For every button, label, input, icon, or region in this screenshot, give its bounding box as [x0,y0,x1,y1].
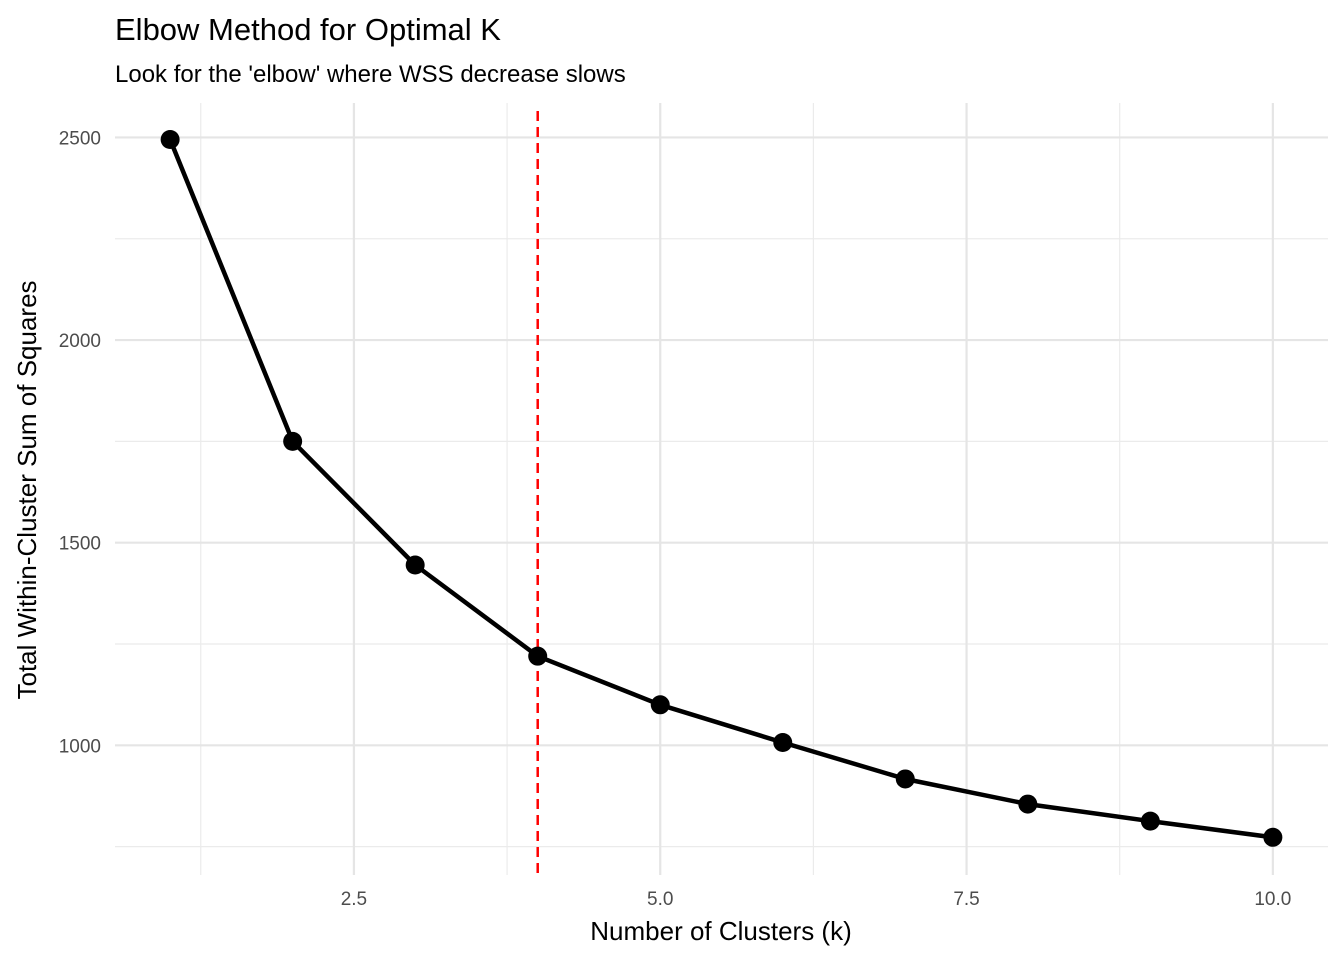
y-axis-ticks: 1000 1500 2000 2500 [59,128,101,757]
data-point [1263,827,1283,847]
x-tick-label: 5.0 [647,889,673,910]
data-point [650,695,670,715]
chart-subtitle: Look for the 'elbow' where WSS decrease … [115,61,626,88]
x-tick-label: 2.5 [341,889,367,910]
y-tick-label: 2000 [59,331,101,352]
chart-title: Elbow Method for Optimal K [115,12,501,47]
x-axis-ticks: 2.5 5.0 7.5 10.0 [341,889,1292,910]
x-axis-title: Number of Clusters (k) [590,916,852,946]
data-point [160,129,180,149]
y-tick-label: 1000 [59,736,101,757]
grid-lines [115,103,1328,875]
data-point [1140,811,1160,831]
wss-series-line [167,137,1276,840]
y-tick-label: 1500 [59,534,101,555]
x-tick-label: 7.5 [953,889,979,910]
data-point [528,646,548,666]
y-axis-title: Total Within-Cluster Sum of Squares [12,280,42,699]
series-layer [167,137,1276,840]
y-tick-label: 2500 [59,128,101,149]
points-layer [160,129,1283,847]
data-point [405,555,425,575]
data-point [773,732,793,752]
x-tick-label: 10.0 [1254,889,1291,910]
data-point [895,769,915,789]
data-point [1018,794,1038,814]
data-point [283,431,303,451]
